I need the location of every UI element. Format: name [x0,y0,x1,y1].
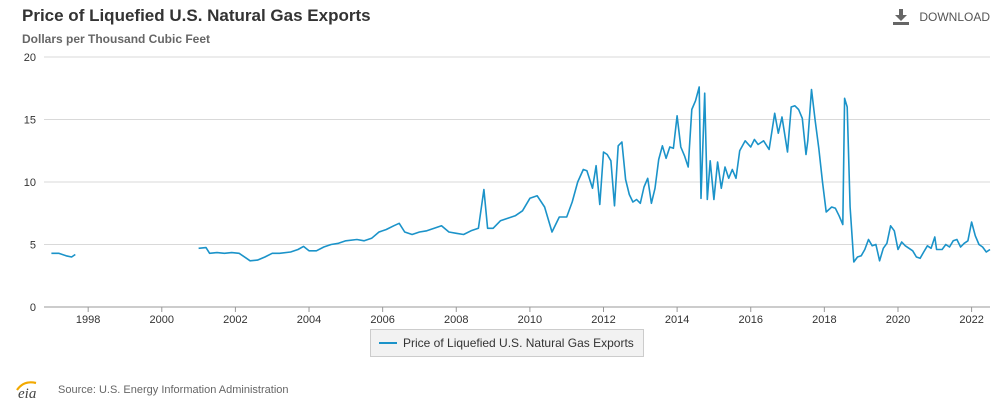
x-tick-label: 2012 [591,314,615,326]
y-tick-label: 5 [30,240,36,252]
x-tick-label: 2008 [444,314,468,326]
chart-subtitle: Dollars per Thousand Cubic Feet [22,32,211,46]
x-tick-label: 2014 [665,314,689,326]
x-tick-label: 1998 [76,314,100,326]
download-label: DOWNLOAD [919,10,990,24]
x-tick-label: 2000 [150,314,174,326]
x-tick-label: 2010 [518,314,542,326]
chart-title: Price of Liquefied U.S. Natural Gas Expo… [22,6,371,25]
x-tick-label: 2016 [738,314,762,326]
legend-item[interactable]: Price of Liquefied U.S. Natural Gas Expo… [370,329,644,357]
download-icon [893,9,910,25]
x-tick-label: 2002 [223,314,247,326]
y-tick-label: 15 [24,115,36,127]
x-tick-label: 2020 [886,314,910,326]
series-line [198,86,991,263]
eia-logo: eia [14,380,48,400]
footer: eia Source: U.S. Energy Information Admi… [14,380,289,400]
x-tick-label: 2022 [959,314,983,326]
legend-swatch [379,342,397,344]
svg-text:eia: eia [18,386,36,400]
series-line [51,252,76,258]
y-tick-label: 10 [24,177,36,189]
y-tick-label: 20 [24,52,36,64]
x-tick-label: 2018 [812,314,836,326]
download-button[interactable]: DOWNLOAD [893,9,990,25]
y-tick-label: 0 [30,302,36,314]
source-text: Source: U.S. Energy Information Administ… [58,384,289,396]
x-tick-label: 2006 [370,314,394,326]
legend-label: Price of Liquefied U.S. Natural Gas Expo… [403,336,634,350]
x-tick-label: 2004 [297,314,321,326]
